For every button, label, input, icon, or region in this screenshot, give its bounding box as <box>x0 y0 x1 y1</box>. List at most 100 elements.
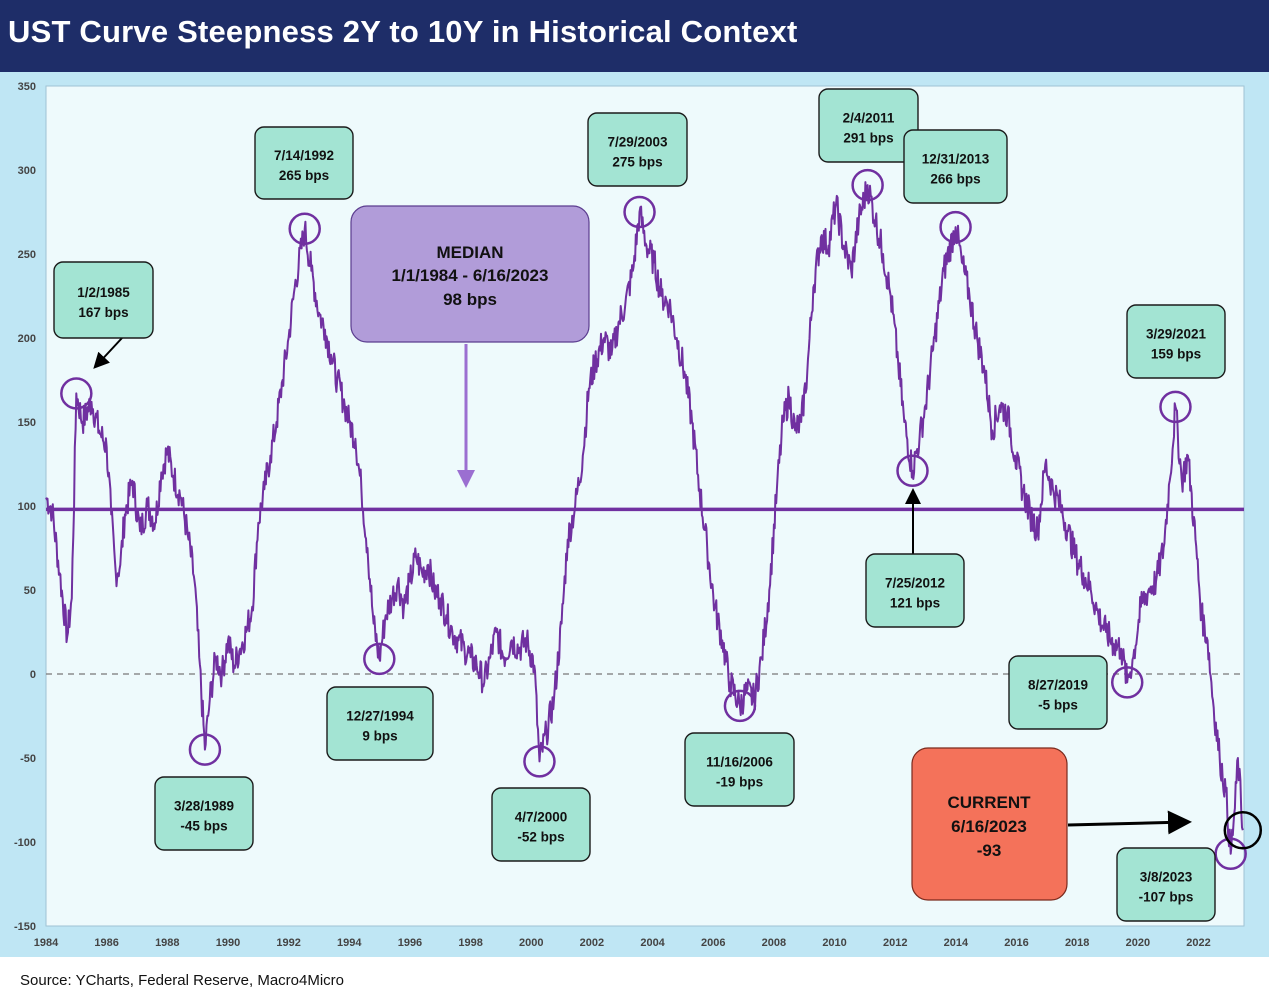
callout-box <box>254 126 354 200</box>
callout-1985: 1/2/1985 167 bps <box>53 261 154 339</box>
x-tick-label: 2000 <box>519 937 543 949</box>
x-tick-label: 1996 <box>398 937 422 949</box>
current-box <box>911 747 1068 901</box>
callout-value: 167 bps <box>78 305 128 320</box>
extreme-point-marker <box>939 210 972 244</box>
callout-box <box>684 732 795 807</box>
callout-date: 2/4/2011 <box>843 111 895 126</box>
callout-2003: 7/29/2003 275 bps <box>587 112 688 187</box>
x-tick-label: 2004 <box>640 937 665 949</box>
title-bar: UST Curve Steepness 2Y to 10Y in Histori… <box>0 0 1269 72</box>
y-tick-label: 0 <box>30 669 36 681</box>
callout-value: -19 bps <box>716 775 763 790</box>
arrow-1985 <box>93 337 123 369</box>
callout-date: 12/27/1994 <box>346 709 414 724</box>
callout-box <box>53 261 154 339</box>
callout-value: 121 bps <box>890 596 940 611</box>
extreme-point-marker <box>1110 666 1144 699</box>
callout-date: 12/31/2013 <box>922 152 990 167</box>
callout-value: 275 bps <box>612 155 662 170</box>
callout-date: 3/29/2021 <box>1146 327 1207 342</box>
current-callout: CURRENT 6/16/2023 -93 <box>911 747 1068 901</box>
current-point-marker <box>1223 810 1263 850</box>
callout-box <box>903 129 1008 204</box>
callout-2011: 2/4/2011 291 bps <box>818 88 919 163</box>
callout-date: 11/16/2006 <box>706 755 773 770</box>
callout-box <box>1116 847 1216 922</box>
date-callouts: 1/2/1985 167 bps 7/14/1992 265 bps 3/28/1989… <box>53 88 1226 922</box>
x-tick-label: 2018 <box>1065 937 1089 949</box>
y-tick-label: 200 <box>18 333 36 345</box>
callout-2021: 3/29/2021 159 bps <box>1126 304 1226 379</box>
extreme-point-marker <box>60 377 93 410</box>
x-tick-label: 2012 <box>883 937 907 949</box>
x-tick-label: 2016 <box>1004 937 1028 949</box>
y-tick-label: 250 <box>18 249 36 261</box>
callout-value: -107 bps <box>1139 890 1194 905</box>
annotation-markers <box>60 168 1263 871</box>
extreme-point-marker <box>188 733 222 766</box>
callout-2006: 11/16/2006 -19 bps <box>684 732 795 807</box>
callout-value: 9 bps <box>362 729 397 744</box>
extreme-point-marker <box>1214 837 1247 871</box>
x-tick-label: 2006 <box>701 937 725 949</box>
callout-2023: 3/8/2023 -107 bps <box>1116 847 1216 922</box>
extreme-point-marker <box>1159 390 1192 424</box>
extreme-point-marker <box>288 212 321 246</box>
y-tick-label: 100 <box>18 501 36 513</box>
callout-date: 7/29/2003 <box>607 135 668 150</box>
median-box <box>350 205 590 343</box>
y-tick-label: -150 <box>14 921 36 933</box>
callout-value: -5 bps <box>1038 698 1078 713</box>
current-label: CURRENT <box>947 793 1031 812</box>
median-value: 98 bps <box>443 290 497 309</box>
current-value: -93 <box>977 841 1002 860</box>
callout-value: -52 bps <box>517 830 564 845</box>
callout-date: 7/25/2012 <box>885 576 945 591</box>
callout-box <box>587 112 688 187</box>
callout-date: 8/27/2019 <box>1028 678 1088 693</box>
x-tick-label: 1984 <box>34 937 59 949</box>
callout-value: 159 bps <box>1151 347 1201 362</box>
chart-title: UST Curve Steepness 2Y to 10Y in Histori… <box>8 14 798 49</box>
x-tick-label: 1988 <box>155 937 179 949</box>
source-note: Source: YCharts, Federal Reserve, Macro4… <box>20 972 345 989</box>
extreme-point-marker <box>363 642 396 676</box>
y-tick-label: 350 <box>18 81 36 93</box>
callout-2013: 12/31/2013 266 bps <box>903 129 1008 204</box>
callout-box <box>818 88 919 163</box>
x-tick-label: 2022 <box>1186 937 1210 949</box>
median-range: 1/1/1984 - 6/16/2023 <box>392 266 549 285</box>
callout-value: 291 bps <box>843 131 893 146</box>
x-tick-label: 2010 <box>822 937 846 949</box>
extreme-point-marker <box>723 689 757 723</box>
callout-box <box>326 686 434 761</box>
callout-1992: 7/14/1992 265 bps <box>254 126 354 200</box>
x-tick-label: 2020 <box>1126 937 1150 949</box>
callout-2012: 7/25/2012 121 bps <box>865 553 965 628</box>
callout-value: -45 bps <box>180 819 227 834</box>
callout-2000: 4/7/2000 -52 bps <box>491 787 591 862</box>
x-tick-label: 1998 <box>458 937 482 949</box>
callout-box <box>1008 655 1108 730</box>
median-label: MEDIAN <box>436 243 503 262</box>
y-tick-label: 150 <box>18 417 36 429</box>
callout-box <box>154 776 254 851</box>
callout-2019: 8/27/2019 -5 bps <box>1008 655 1108 730</box>
x-tick-label: 1992 <box>276 937 300 949</box>
annotation-arrows <box>93 337 1192 835</box>
y-axis-ticks: 350 300 250 200 150 100 50 0 -50 -100 -150 <box>14 81 36 933</box>
extreme-point-marker <box>896 454 929 487</box>
callout-date: 1/2/1985 <box>77 285 130 300</box>
x-axis-ticks: 1984 1986 1988 1990 1992 1994 1996 1998 2000 2002… <box>34 937 1211 949</box>
callout-1989: 3/28/1989 -45 bps <box>154 776 254 851</box>
x-tick-label: 1994 <box>337 937 362 949</box>
arrow-current <box>1067 810 1192 835</box>
callout-date: 3/8/2023 <box>1140 870 1193 885</box>
callout-value: 265 bps <box>279 168 329 183</box>
x-tick-label: 2008 <box>762 937 786 949</box>
extreme-point-marker <box>523 745 556 778</box>
series-line-2y10y <box>45 181 1244 855</box>
callout-date: 3/28/1989 <box>174 799 234 814</box>
